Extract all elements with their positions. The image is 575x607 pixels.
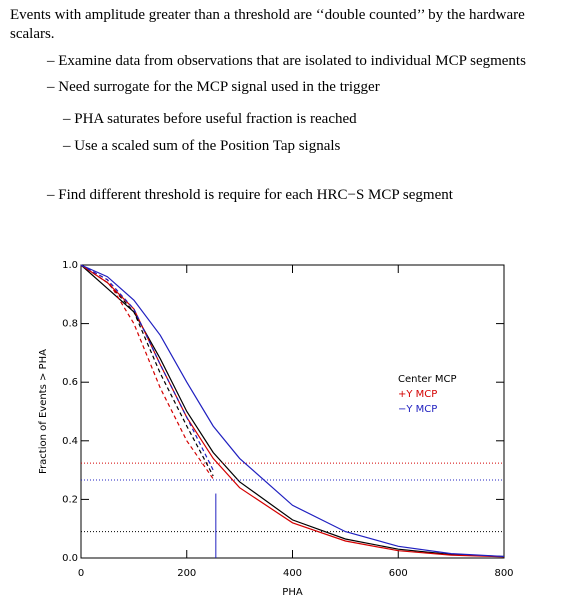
x-tick-label: 0 [78,568,84,579]
x-tick-label: 800 [494,568,513,579]
legend-entry: +Y MCP [398,389,437,400]
y-tick-label: 0.0 [62,553,78,564]
y-tick-label: 0.8 [62,319,78,330]
x-tick-label: 400 [283,568,302,579]
y-tick-label: 0.6 [62,377,78,388]
x-tick-label: 600 [389,568,408,579]
legend-entry: Center MCP [398,374,456,385]
y-tick-label: 0.2 [62,494,78,505]
dashed-curve [80,264,214,477]
bullet: – Examine data from observations that ar… [47,53,526,69]
bullet: – PHA saturates before useful fraction i… [63,111,357,127]
y-tick-label: 0.4 [62,436,78,447]
bullet: – Need surrogate for the MCP signal used… [47,79,380,95]
x-tick-label: 200 [177,568,196,579]
y-axis-label: Fraction of Events > PHA [38,349,49,474]
legend-entry: −Y MCP [398,404,437,415]
dashed-curve [80,264,214,480]
intro-text: Events with amplitude greater than a thr… [10,7,525,42]
plot-frame [80,264,505,559]
curve [80,264,505,558]
x-axis-label: PHA [282,587,303,598]
bullet: – Use a scaled sum of the Position Tap s… [63,138,341,154]
curve [80,264,505,558]
bullet: – Find different threshold is require fo… [47,187,453,203]
dashed-curve [80,264,214,471]
curve [80,264,505,558]
y-tick-label: 1.0 [62,260,78,271]
